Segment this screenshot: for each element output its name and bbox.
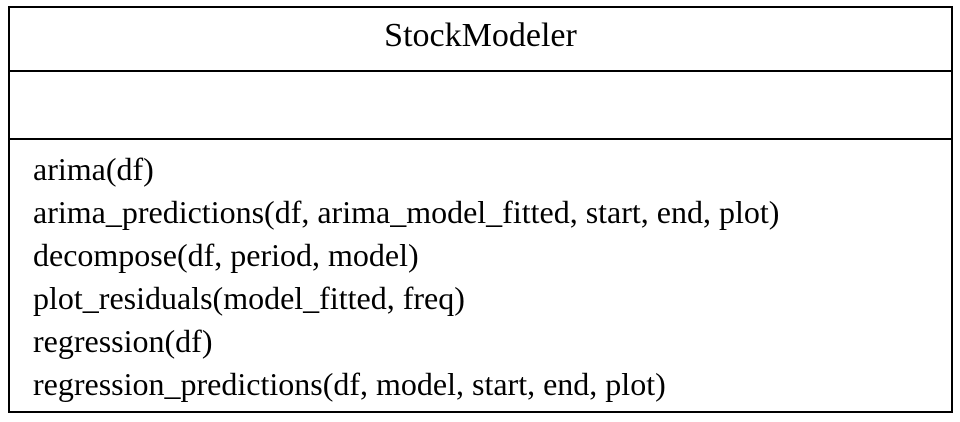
operations-compartment: arima(df) arima_predictions(df, arima_mo… — [10, 140, 951, 411]
operation-regression: regression(df) — [33, 323, 213, 359]
attributes-compartment — [10, 72, 951, 140]
operation-arima-predictions: arima_predictions(df, arima_model_fitted… — [33, 194, 780, 230]
operation-arima: arima(df) — [33, 151, 154, 187]
class-name: StockModeler — [384, 17, 577, 54]
operation-regression-predictions: regression_predictions(df, model, start,… — [33, 366, 666, 402]
operation-decompose: decompose(df, period, model) — [33, 237, 419, 273]
class-name-compartment: StockModeler — [10, 8, 951, 72]
uml-class-box: StockModeler arima(df) arima_predictions… — [8, 6, 953, 413]
operation-plot-residuals: plot_residuals(model_fitted, freq) — [33, 280, 465, 316]
